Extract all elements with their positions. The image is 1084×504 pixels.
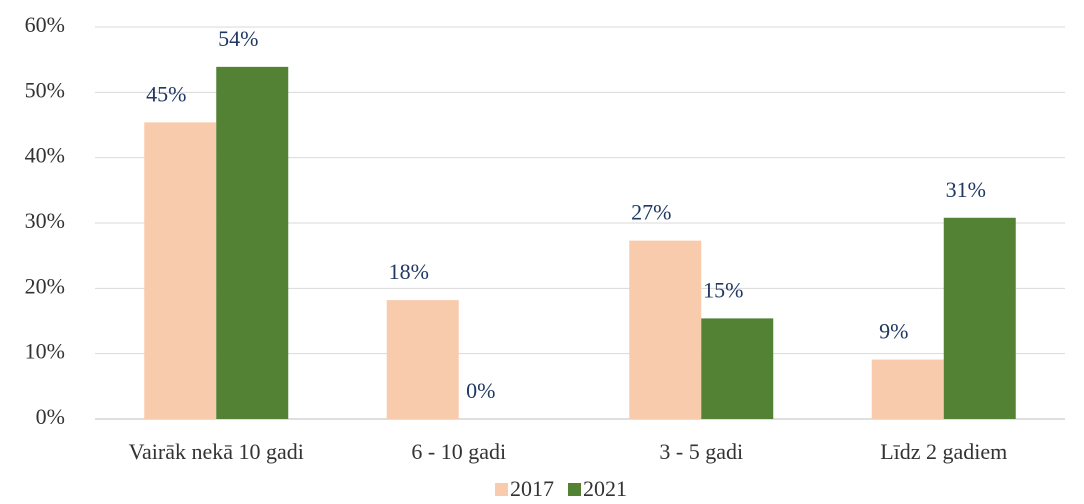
bar	[386, 300, 459, 419]
bar	[943, 217, 1016, 419]
data-label: 9%	[879, 319, 908, 344]
y-tick-label: 60%	[25, 12, 65, 37]
legend-label: 2021	[583, 476, 627, 501]
data-label: 15%	[703, 277, 743, 302]
bar	[701, 318, 774, 419]
x-tick-label: 3 - 5 gadi	[659, 439, 743, 464]
data-label: 27%	[631, 200, 671, 225]
bar	[871, 359, 944, 419]
legend-label: 2017	[510, 476, 554, 501]
x-tick-label: Līdz 2 gadiem	[880, 439, 1007, 464]
data-label: 54%	[218, 26, 258, 51]
bar	[629, 240, 702, 419]
x-tick-label: Vairāk nekā 10 gadi	[129, 439, 304, 464]
legend-swatch	[495, 483, 508, 496]
data-label: 18%	[389, 259, 429, 284]
y-tick-label: 40%	[25, 143, 65, 168]
x-tick-label: 6 - 10 gadi	[411, 439, 506, 464]
bar	[216, 66, 289, 419]
y-tick-label: 10%	[25, 339, 65, 364]
data-label: 45%	[146, 81, 186, 106]
y-tick-label: 30%	[25, 208, 65, 233]
y-tick-label: 0%	[36, 404, 65, 429]
data-label: 31%	[946, 177, 986, 202]
data-label: 0%	[466, 378, 495, 403]
y-tick-label: 20%	[25, 273, 65, 298]
legend-swatch	[568, 483, 581, 496]
bar	[144, 122, 217, 420]
y-tick-label: 50%	[25, 77, 65, 102]
